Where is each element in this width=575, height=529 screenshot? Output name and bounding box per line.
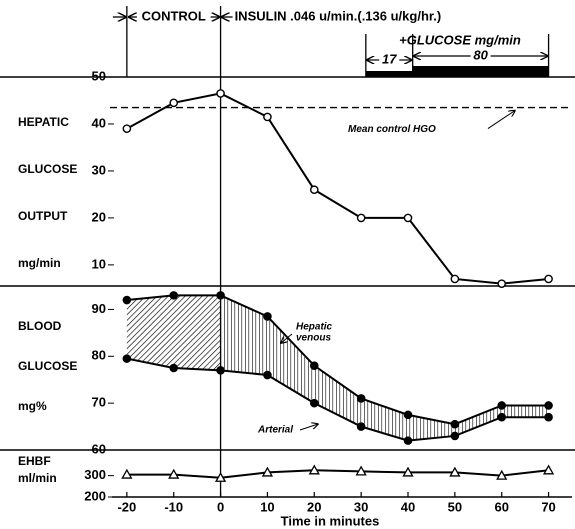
data-point <box>356 422 366 431</box>
data-point <box>309 398 319 408</box>
data-point <box>168 468 180 479</box>
infusion-rate: 17 <box>382 51 397 66</box>
infusion-rate: 80 <box>473 47 488 62</box>
data-point <box>122 295 132 305</box>
data-point <box>403 410 413 420</box>
y-tick-label: 200 <box>84 488 106 503</box>
data-point <box>216 291 225 300</box>
data-point <box>169 291 179 300</box>
y-tick-label: 30 <box>92 162 106 177</box>
x-tick-label: 40 <box>401 499 415 514</box>
period-label: +GLUCOSE mg/min <box>399 32 521 47</box>
data-point <box>214 471 227 482</box>
annotation-arrow <box>281 333 293 343</box>
data-point <box>263 112 272 122</box>
annotation-arrow <box>487 111 515 129</box>
shaded-area <box>220 295 549 441</box>
annotation-arrow <box>299 424 318 431</box>
y-axis-label: BLOOD <box>18 319 62 333</box>
y-axis-label: mg% <box>18 399 47 413</box>
period-label: INSULIN .046 u/min.(.136 u/kg/hr.) <box>235 8 442 23</box>
data-point <box>542 464 555 475</box>
x-tick-label: 20 <box>307 499 321 514</box>
data-point <box>216 89 225 98</box>
series-annotation: Arterial <box>257 425 293 436</box>
data-point <box>402 466 414 477</box>
data-point <box>169 363 179 373</box>
series-line <box>126 357 549 442</box>
y-axis-label: OUTPUT <box>18 209 68 223</box>
x-tick-label: -20 <box>117 499 136 514</box>
reference-label: Mean control HGO <box>348 124 436 135</box>
data-point <box>544 274 553 284</box>
series-annotation: Hepatic <box>296 322 333 333</box>
series-line <box>126 469 549 479</box>
data-point <box>544 412 553 422</box>
data-point <box>356 394 366 403</box>
data-point <box>496 469 508 480</box>
data-point <box>263 370 272 380</box>
y-tick-label: 90 <box>92 301 106 316</box>
data-point <box>122 354 132 363</box>
data-point <box>497 279 507 288</box>
x-axis-label: Time in minutes <box>281 513 380 528</box>
data-point <box>309 361 319 370</box>
period-label: CONTROL <box>142 8 206 23</box>
y-tick-label: 50 <box>92 68 106 83</box>
infusion-bar <box>412 66 549 77</box>
data-point <box>122 124 132 133</box>
y-axis-label: EHBF <box>18 454 51 468</box>
y-tick-label: 60 <box>92 441 106 456</box>
data-point <box>544 401 553 410</box>
data-point <box>309 185 319 195</box>
y-axis-label: mg/min <box>18 256 61 270</box>
y-axis-label: GLUCOSE <box>18 162 77 176</box>
y-tick-label: 70 <box>92 395 106 410</box>
data-point <box>355 465 367 476</box>
y-axis-label: GLUCOSE <box>18 359 77 373</box>
x-tick-label: -10 <box>164 499 183 514</box>
data-point <box>403 213 413 223</box>
y-axis-label: ml/min <box>18 471 57 485</box>
y-tick-label: 80 <box>92 348 106 363</box>
x-tick-label: 70 <box>541 499 555 514</box>
y-tick-label: 40 <box>92 115 106 130</box>
shaded-area <box>126 295 221 371</box>
data-point <box>121 468 133 479</box>
series-annotation: venous <box>296 333 331 344</box>
x-tick-label: 10 <box>260 499 274 514</box>
data-point <box>450 274 460 284</box>
x-tick-label: 30 <box>354 499 368 514</box>
data-point <box>450 419 460 429</box>
y-tick-label: 20 <box>92 209 106 224</box>
y-tick-label: 300 <box>84 467 106 482</box>
data-point <box>261 466 274 477</box>
y-axis-label: HEPATIC <box>18 115 69 129</box>
data-point <box>263 312 272 321</box>
series-line <box>126 92 549 285</box>
data-point <box>169 98 179 108</box>
data-point <box>356 213 366 223</box>
x-tick-label: 50 <box>448 499 462 514</box>
x-tick-label: 0 <box>217 499 224 514</box>
series-line <box>126 294 549 426</box>
data-point <box>450 431 460 441</box>
data-point <box>403 436 413 445</box>
data-point <box>449 466 461 477</box>
data-point <box>216 366 225 375</box>
y-tick-label: 10 <box>92 256 106 271</box>
infusion-bar <box>365 71 413 77</box>
data-point <box>497 401 507 410</box>
data-point <box>308 464 320 475</box>
x-tick-label: 60 <box>494 499 508 514</box>
data-point <box>497 412 507 422</box>
